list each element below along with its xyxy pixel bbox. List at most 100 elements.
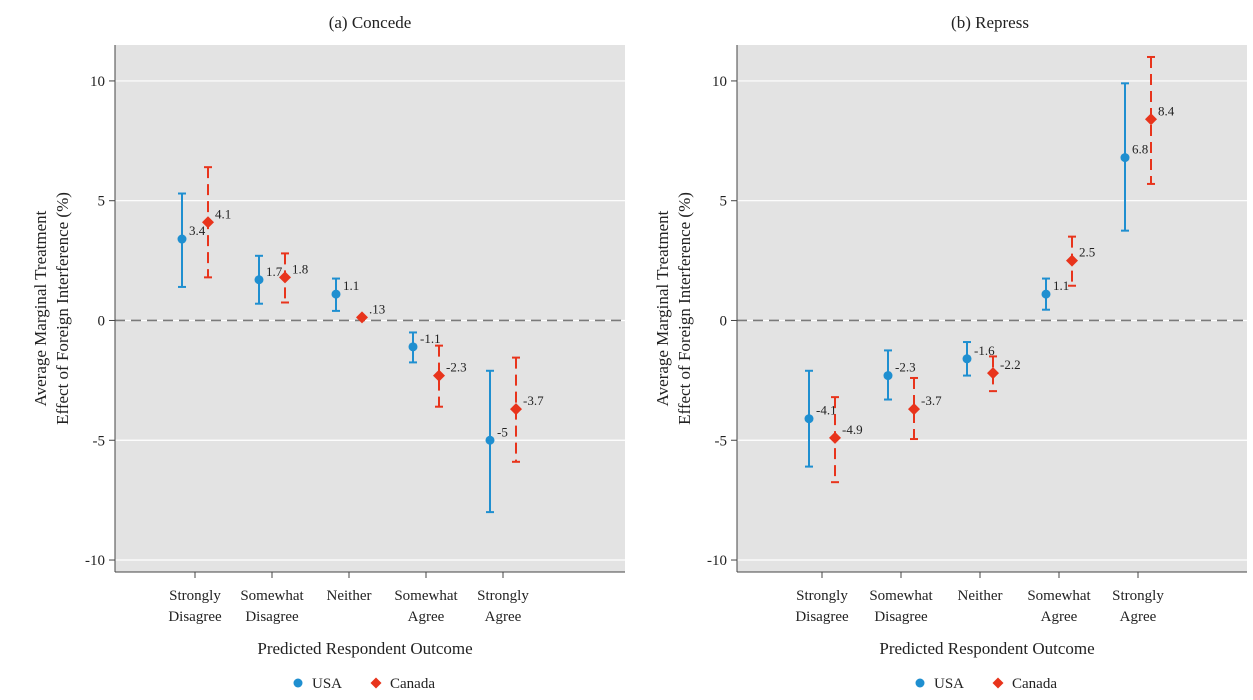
y-tick-label: -10	[707, 553, 727, 569]
y-tick-label: -5	[93, 433, 106, 449]
data-label: -5	[497, 424, 508, 439]
data-label: 8.4	[1158, 103, 1175, 118]
y-tick-label: -10	[85, 553, 105, 569]
data-label: -4.9	[842, 422, 863, 437]
x-tick-label-line: Strongly	[169, 588, 221, 604]
x-axis-label: Predicted Respondent Outcome	[879, 639, 1094, 658]
y-tick-label: -5	[715, 433, 728, 449]
data-point-canada	[908, 403, 920, 416]
series-usa: 3.4 1.7 1.1 -1.1 -5	[177, 192, 508, 514]
y-tick-label: 5	[720, 194, 728, 210]
y-axis-label: Effect of Foreign Interference (%)	[675, 192, 694, 425]
x-tick-label-line: Disagree	[874, 609, 928, 625]
y-axis-label: Average Marginal Treatment	[31, 210, 50, 406]
y-tick-label: 0	[98, 313, 106, 329]
series-canada: 4.1 1.8 .13 -2.3 -3.7	[202, 166, 544, 463]
y-axis-label: Average Marginal Treatment	[653, 210, 672, 406]
data-label: 2.5	[1079, 245, 1095, 260]
data-point-usa	[1120, 153, 1130, 163]
data-point-usa	[485, 435, 495, 445]
x-tick-label: Somewhat Disagree	[240, 588, 304, 625]
y-tick-label: 10	[90, 74, 105, 90]
data-point-canada	[202, 216, 214, 229]
x-tick-label: Strongly Disagree	[168, 588, 222, 625]
series-canada: -4.9 -3.7 -2.2 2.5 8.4	[829, 55, 1175, 484]
data-point-canada	[433, 369, 445, 382]
data-point-canada	[1066, 254, 1078, 267]
data-point-usa	[331, 289, 341, 299]
data-label: .13	[369, 301, 385, 316]
y-tick-label: 10	[712, 74, 727, 90]
data-label: -2.2	[1000, 357, 1021, 372]
y-axis-label: Effect of Foreign Interference (%)	[53, 192, 72, 425]
plot-area	[737, 45, 1247, 572]
legend-label-usa: USA	[312, 676, 342, 692]
data-label: 6.8	[1132, 142, 1148, 157]
x-tick-label-line: Disagree	[795, 609, 849, 625]
x-tick-label: Somewhat Agree	[394, 588, 458, 625]
data-point-usa	[883, 371, 893, 381]
x-tick-label-line: Strongly	[1112, 588, 1164, 604]
plot-area	[115, 45, 625, 572]
data-label: -4.1	[816, 403, 837, 418]
legend-marker-usa	[293, 678, 303, 688]
data-label: 3.4	[189, 223, 206, 238]
x-tick-label-line: Agree	[485, 609, 522, 625]
x-tick-label-line: Agree	[1120, 609, 1157, 625]
legend: USA Canada	[915, 676, 1057, 692]
x-tick-label: Somewhat Disagree	[869, 588, 933, 625]
data-point-canada	[356, 311, 368, 324]
series-usa: -4.1 -2.3 -1.6 1.1 6.8	[804, 82, 1148, 468]
x-tick-label-line: Agree	[408, 609, 445, 625]
y-tick-label: 5	[98, 194, 106, 210]
legend: USA Canada	[293, 676, 435, 692]
x-tick-label-line: Somewhat	[869, 588, 933, 604]
chart-panel-concede: 10 5 0 -5 -10 Strongly Disagree Somewhat Disagre…	[31, 13, 625, 692]
data-label: -1.6	[974, 343, 995, 358]
data-label: -3.7	[921, 393, 942, 408]
x-tick-label-line: Somewhat	[240, 588, 304, 604]
x-tick-label-line: Disagree	[245, 609, 299, 625]
x-tick-label: Strongly Agree	[477, 588, 529, 625]
data-point-usa	[1041, 289, 1051, 299]
x-tick-label-line: Somewhat	[1027, 588, 1091, 604]
legend-marker-canada	[370, 677, 382, 689]
x-tick-label-line: Neither	[327, 588, 372, 604]
chart-panel-repress: 10 5 0 -5 -10 Strongly Disagree Somewhat Disagre…	[653, 13, 1247, 692]
data-point-usa	[962, 354, 972, 364]
x-tick-label-line: Somewhat	[394, 588, 458, 604]
data-label: 1.1	[1053, 278, 1069, 293]
x-axis-label: Predicted Respondent Outcome	[257, 639, 472, 658]
data-point-usa	[408, 342, 418, 352]
data-point-canada	[1145, 113, 1157, 126]
data-label: 1.7	[266, 264, 283, 279]
data-point-canada	[987, 367, 999, 380]
data-label: 1.1	[343, 278, 359, 293]
data-label: -3.7	[523, 393, 544, 408]
x-tick-label: Neither	[958, 588, 1003, 604]
data-point-canada	[510, 403, 522, 416]
y-tick-label: 0	[720, 313, 728, 329]
chart-title: (b) Repress	[951, 13, 1029, 32]
data-point-usa	[804, 414, 814, 424]
x-tick-label: Somewhat Agree	[1027, 588, 1091, 625]
legend-marker-usa	[915, 678, 925, 688]
x-tick-label: Strongly Agree	[1112, 588, 1164, 625]
data-point-usa	[177, 234, 187, 244]
x-tick-label-line: Strongly	[477, 588, 529, 604]
data-label: 1.8	[292, 261, 308, 276]
x-tick-label-line: Strongly	[796, 588, 848, 604]
legend-label-usa: USA	[934, 676, 964, 692]
legend-label-canada: Canada	[1012, 676, 1057, 692]
legend-label-canada: Canada	[390, 676, 435, 692]
chart-title: (a) Concede	[329, 13, 412, 32]
data-point-canada	[279, 271, 291, 284]
x-tick-label-line: Agree	[1041, 609, 1078, 625]
data-label: 4.1	[215, 206, 231, 221]
x-tick-label: Neither	[327, 588, 372, 604]
legend-marker-canada	[992, 677, 1004, 689]
x-tick-label-line: Disagree	[168, 609, 222, 625]
data-point-usa	[254, 275, 264, 285]
data-point-canada	[829, 431, 841, 444]
